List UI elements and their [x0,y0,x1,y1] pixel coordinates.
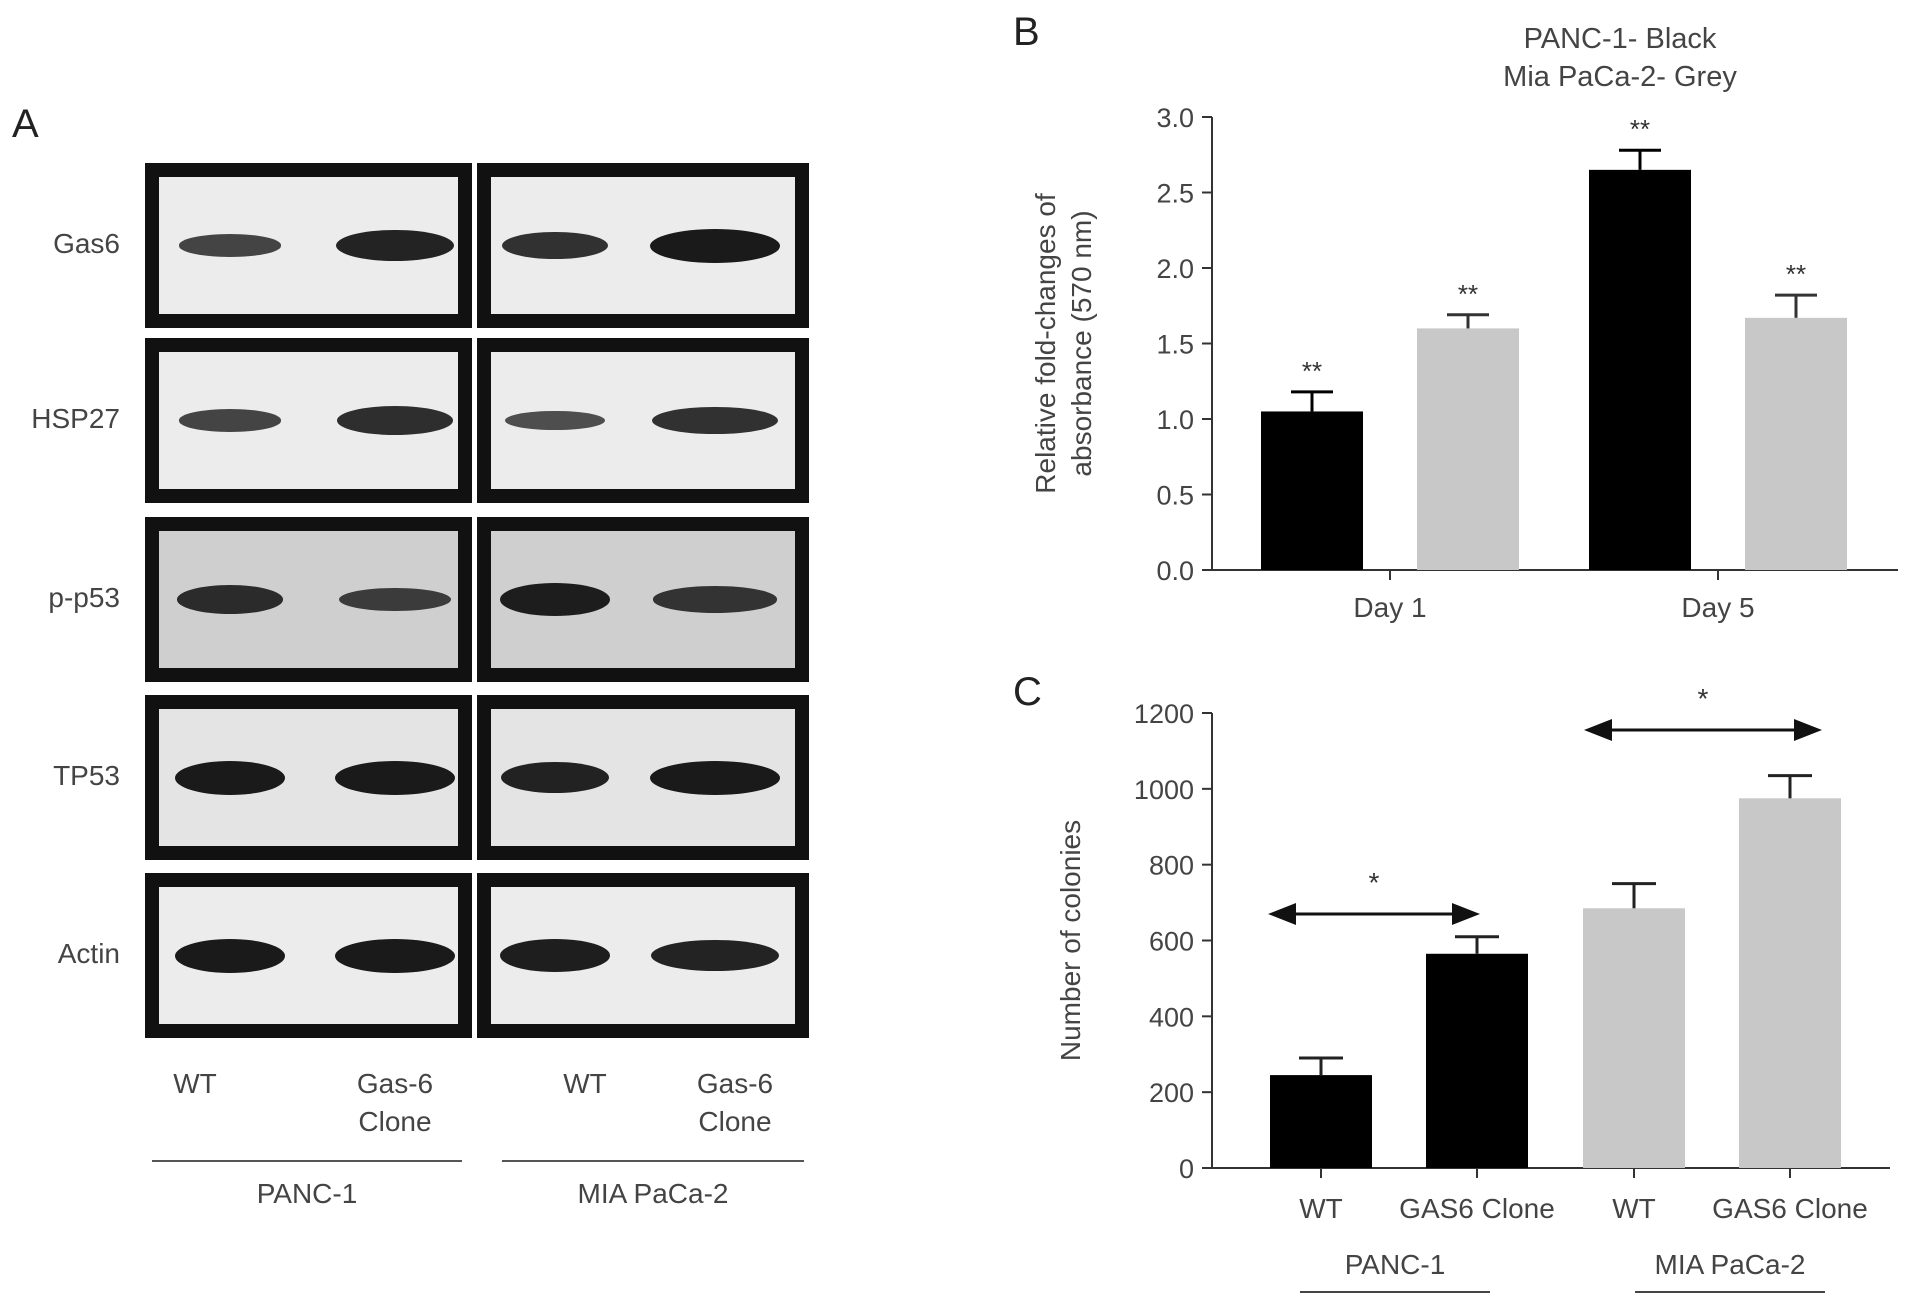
x-tick-label: GAS6 Clone [1399,1193,1555,1224]
protein-band [500,583,610,616]
protein-band [335,229,455,262]
y-tick-label: 3.0 [1156,103,1194,133]
protein-band [500,939,610,972]
y-tick-label: 1000 [1134,775,1194,805]
y-axis-label: Number of colonies [1055,820,1086,1061]
significance-mark: * [1369,867,1380,898]
lane-label-mia-clone: Gas-6 Clone [696,1068,774,1137]
y-tick-label: 2.0 [1156,254,1194,284]
significance-mark: ** [1458,279,1478,309]
y-tick-label: 1200 [1134,699,1194,729]
bar [1426,953,1528,1168]
blot-row-label: HSP27 [31,402,120,434]
y-axis-label: absorbance (570 nm) [1066,210,1097,476]
arrow-head-right [1452,903,1480,925]
protein-band [178,234,282,257]
blot-image [145,873,472,1038]
protein-band [335,938,455,973]
panel-c-letter: C [1013,670,1042,714]
blot-image [477,517,809,682]
y-tick-label: 1.0 [1156,405,1194,435]
chart-b: B PANC-1- Black Mia PaCa-2- Grey 0.0 0.5 1.0 1… [1013,10,1898,623]
blot-row-label: Gas6 [53,227,120,259]
chart-c: C 0 200 400 600 800 1000 1200 Number of colonies… [1013,670,1890,1293]
panel-b-letter: B [1013,10,1040,54]
chart-b-title: PANC-1- Black [1524,23,1717,55]
protein-band [650,228,780,263]
protein-band [336,406,454,435]
panc1-group-label: PANC-1 [256,1178,358,1209]
significance-mark: * [1698,683,1709,714]
blot-image [145,338,472,503]
y-tick-label: 800 [1149,851,1194,881]
y-tick-label: 2.5 [1156,179,1194,209]
bar [1589,169,1691,570]
bar [1739,798,1841,1168]
y-tick-label: 0 [1179,1154,1194,1184]
protein-band [650,939,780,972]
blot-image [477,695,809,860]
protein-band [178,409,282,432]
protein-band [338,587,452,612]
protein-band [502,231,608,260]
lane-label-panc1-clone: Gas-6 Clone [356,1068,434,1137]
blot-row-label: TP53 [53,759,120,791]
y-axis-label: Relative fold-changes of [1030,193,1061,494]
bar [1583,908,1685,1168]
arrow-head-right [1794,719,1822,741]
protein-band [176,585,284,614]
protein-band [652,406,778,435]
bar [1261,411,1363,570]
protein-band [652,586,778,613]
y-tick-label: 0.5 [1156,481,1194,511]
y-tick-label: 1.5 [1156,330,1194,360]
protein-band [500,761,610,794]
x-tick-label: Day 1 [1353,592,1426,623]
bar [1745,317,1847,570]
blot-row-label: Actin [57,937,120,969]
blot-image [477,873,809,1038]
blot-image [145,163,472,328]
y-tick-label: 400 [1149,1002,1194,1032]
x-tick-label: GAS6 Clone [1712,1193,1868,1224]
chart-b-title: Mia PaCa-2- Grey [1503,61,1737,93]
panel-a-letter: A [12,102,39,146]
y-tick-label: 0.0 [1156,556,1194,586]
y-tick-label: 600 [1149,927,1194,957]
protein-band [504,410,606,431]
x-tick-label: WT [1612,1193,1656,1224]
blot-image [145,517,472,682]
lane-label-mia-wt: WT [563,1068,607,1099]
group-label: PANC-1 [1345,1249,1446,1280]
x-tick-label: Day 5 [1681,592,1754,623]
blot-row-label: p-p53 [48,581,120,613]
group-label: MIA PaCa-2 [1655,1249,1806,1280]
y-tick-label: 200 [1149,1078,1194,1108]
blot-image [477,163,809,328]
x-tick-label: WT [1299,1193,1343,1224]
mia-group-label: MIA PaCa-2 [577,1178,729,1209]
protein-band [650,760,780,795]
lane-label-panc1-wt: WT [173,1068,217,1099]
bar [1270,1075,1372,1168]
significance-mark: ** [1630,114,1650,144]
protein-band [175,938,285,973]
protein-band [175,760,285,795]
bar [1417,328,1519,570]
arrow-head-left [1268,903,1296,925]
blot-image [477,338,809,503]
arrow-head-left [1584,719,1612,741]
significance-mark: ** [1302,356,1322,386]
panc1-group-line [152,1160,462,1162]
protein-band [335,760,455,795]
mia-group-line [502,1160,804,1162]
blot-image [145,695,472,860]
significance-mark: ** [1786,259,1806,289]
